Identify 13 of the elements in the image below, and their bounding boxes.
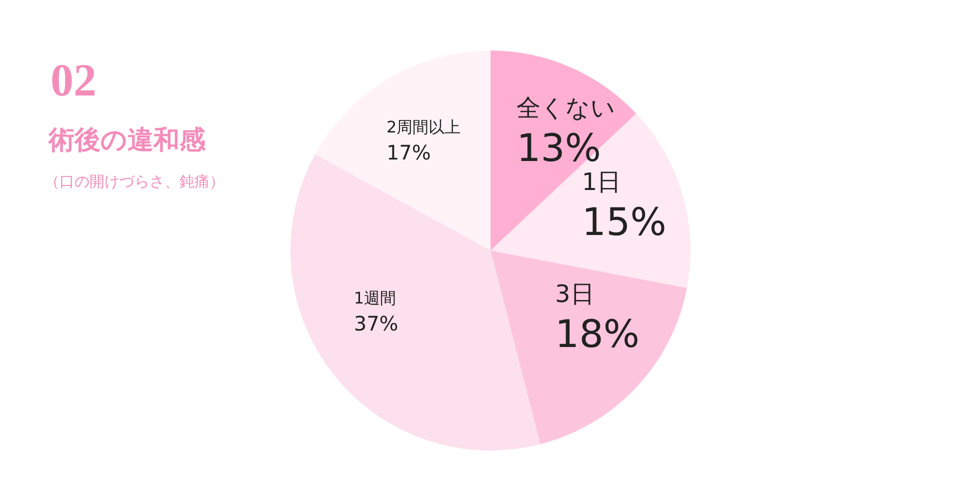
slice-label: 全くない	[516, 94, 616, 122]
slice-label: 1週間	[354, 288, 396, 308]
data-label: 37%	[354, 312, 398, 336]
slice-label: 2周間以上	[386, 118, 461, 137]
slice-label: 3日	[555, 280, 594, 308]
text: 術後の違和感	[48, 126, 206, 156]
slice-label: 1日	[582, 168, 622, 196]
data-label: 18%	[555, 312, 640, 356]
text: （口の開けづらさ、鈍痛）	[44, 172, 224, 190]
data-label: 17%	[386, 140, 431, 165]
data-label: 15%	[582, 200, 666, 244]
chart-title: 02	[50, 54, 96, 106]
data-label: 13%	[516, 126, 602, 170]
